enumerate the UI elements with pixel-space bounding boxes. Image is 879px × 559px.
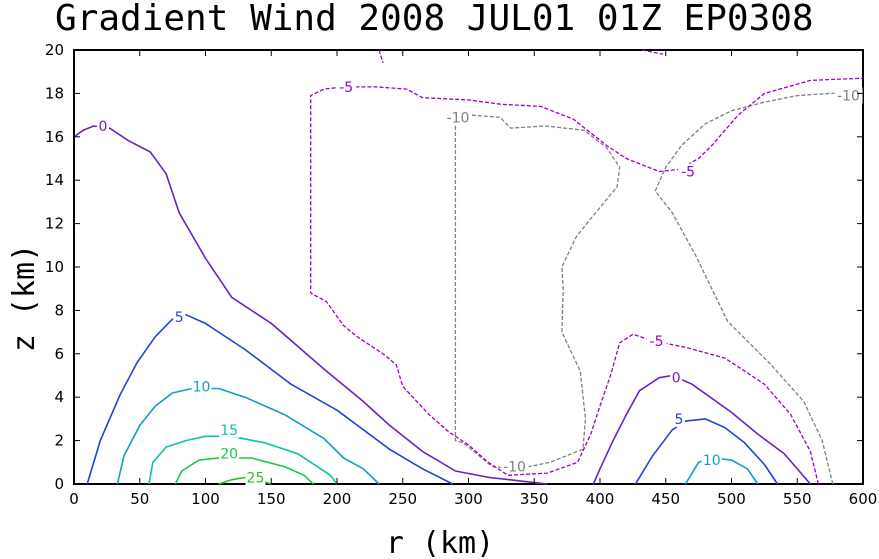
- contour-level-0: 00: [73, 117, 812, 485]
- x-tick-label: 400: [586, 490, 615, 508]
- contour-label-background: [173, 308, 186, 325]
- y-tick-label: 4: [54, 388, 64, 406]
- contour-label-background: [96, 117, 109, 134]
- x-tick-label: 450: [651, 490, 680, 508]
- x-tick-label: 250: [388, 490, 417, 508]
- contour-label-background: [443, 109, 472, 126]
- contour-line: [148, 435, 338, 485]
- y-tick-label: 0: [54, 475, 64, 493]
- contour-line: [116, 387, 380, 485]
- contour-label-background: [245, 469, 266, 486]
- contour-label-background: [701, 452, 722, 469]
- contour-line: [654, 92, 863, 192]
- contour-label: 25: [247, 470, 265, 486]
- contour-label-background: [219, 421, 240, 438]
- contour-label-background: [191, 378, 212, 395]
- contour-label: 5: [674, 412, 683, 428]
- contour-line: [174, 457, 314, 485]
- contour-line: [73, 125, 548, 485]
- chart-title: Gradient Wind 2008 JUL01 01Z EP0308: [55, 0, 814, 39]
- contour-label: -10: [837, 89, 860, 105]
- contour-label: -5: [681, 165, 695, 181]
- x-tick-label: 100: [191, 490, 220, 508]
- y-tick-label: 12: [45, 215, 64, 233]
- x-tick-label: 500: [717, 490, 746, 508]
- contour-label-background: [500, 458, 529, 475]
- contour-level--5: -5 -5 -5: [310, 49, 864, 485]
- contour-line: [86, 313, 454, 485]
- contour-label: 0: [98, 119, 107, 135]
- y-tick-label: 8: [54, 301, 64, 319]
- x-tick-label: 550: [783, 490, 812, 508]
- y-axis: 0 2 4 6 8 10 12 14 16 18 20: [45, 41, 863, 493]
- x-axis: 0 50 100 150 200 250 300 350 400 450 500 550 600: [69, 50, 877, 508]
- contour-level-25: 25: [218, 469, 272, 486]
- x-tick-label: 0: [69, 490, 79, 508]
- y-tick-label: 20: [45, 41, 64, 59]
- contour-level--10: -10 -10 -10: [443, 87, 863, 485]
- contour-line: [592, 374, 812, 485]
- contour-label: -5: [339, 80, 353, 96]
- contour-line: [634, 418, 779, 485]
- x-axis-label: r (km): [386, 526, 494, 559]
- y-tick-label: 14: [45, 171, 64, 189]
- contour-label-background: [834, 87, 863, 104]
- contour-label: 15: [220, 423, 238, 439]
- x-tick-label: 350: [520, 490, 549, 508]
- contour-level-10: 10 10: [116, 378, 759, 485]
- y-tick-label: 6: [54, 345, 64, 363]
- y-tick-label: 10: [45, 258, 64, 276]
- contour-line: [310, 77, 864, 485]
- contour-label: -10: [447, 110, 470, 126]
- contour-label-background: [672, 410, 685, 427]
- y-axis-label: z (km): [7, 244, 42, 352]
- x-tick-label: 150: [257, 490, 286, 508]
- contour-label: -5: [650, 334, 664, 350]
- contour-level-15: 15: [148, 421, 338, 485]
- contour-line: [378, 49, 384, 64]
- contour-label: 5: [175, 310, 184, 326]
- contour-label: 0: [672, 371, 681, 387]
- contour-line: [641, 49, 664, 55]
- contour-label: 10: [703, 453, 721, 469]
- y-tick-label: 18: [45, 84, 64, 102]
- contour-label: -10: [503, 460, 526, 476]
- x-tick-label: 50: [130, 490, 149, 508]
- y-tick-label: 16: [45, 128, 64, 146]
- contour-label-background: [678, 163, 699, 180]
- contour-label: 10: [193, 379, 211, 395]
- x-tick-label: 200: [323, 490, 352, 508]
- y-tick-label: 2: [54, 432, 64, 450]
- x-tick-label: 600: [849, 490, 878, 508]
- contour-line: [654, 190, 834, 485]
- x-tick-label: 300: [454, 490, 483, 508]
- contour-line: [454, 114, 621, 470]
- contour-level-20: 20: [174, 445, 314, 485]
- contour-label-background: [219, 445, 240, 462]
- contour-label-background: [646, 332, 667, 349]
- contour-label-background: [670, 369, 683, 386]
- contour-level-5: 55: [86, 308, 779, 485]
- contour-label: 20: [220, 447, 238, 463]
- contour-label-background: [336, 78, 357, 95]
